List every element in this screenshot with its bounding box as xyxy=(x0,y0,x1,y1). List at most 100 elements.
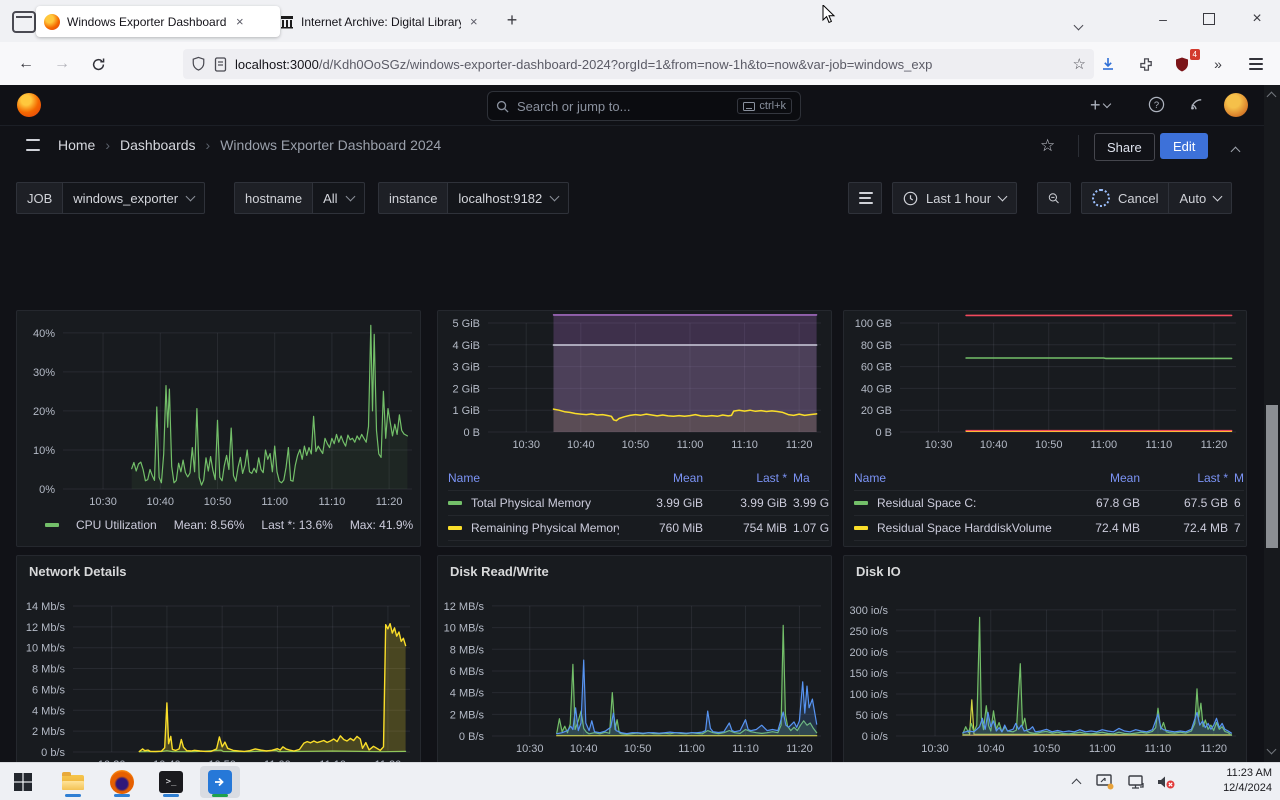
browser-tab[interactable]: Internet Archive: Digital Library × xyxy=(272,6,502,37)
tab-close-icon[interactable]: × xyxy=(236,14,244,29)
disk-rw-chart[interactable]: 10:30 10:40 10:50 11:00 11:10 11:20 0 B/s 2 MB/… xyxy=(438,556,831,758)
variable-value[interactable]: localhost:9182 xyxy=(448,182,570,214)
cpu-legend[interactable]: CPU Utilization Mean: 8.56% Last *: 13.6% M… xyxy=(45,518,418,532)
app-icon xyxy=(208,770,232,794)
browser-tab-active[interactable]: Windows Exporter Dashboard 2 × xyxy=(36,6,280,37)
close-button[interactable]: × xyxy=(1252,10,1262,27)
legend-col[interactable]: Mean xyxy=(672,471,703,485)
user-avatar[interactable] xyxy=(1224,93,1248,117)
variable-value[interactable]: windows_exporter xyxy=(63,182,206,214)
list-tabs-chevron-icon[interactable] xyxy=(1073,16,1084,34)
breadcrumb-home[interactable]: Home xyxy=(58,137,96,153)
collapse-chevron-icon[interactable] xyxy=(1230,142,1241,160)
legend-row[interactable]: Total Physical Memory 3.99 GiB 3.99 GiB 3.9… xyxy=(448,490,829,515)
panel-title[interactable]: Disk Read/Write xyxy=(450,564,549,579)
active-app-button[interactable] xyxy=(200,766,240,798)
panel-disk-io[interactable]: Disk IO 10:30 10:40 10:50 11:00 11:10 11:20 0 … xyxy=(843,555,1247,762)
time-range-picker[interactable]: Last 1 hour xyxy=(892,182,1018,214)
firefox-button[interactable] xyxy=(102,766,142,798)
grafana-logo-icon[interactable] xyxy=(17,93,41,117)
favorite-star-icon[interactable]: ☆ xyxy=(1040,136,1056,155)
tab-close-icon[interactable]: × xyxy=(470,14,478,29)
svg-text:12 MB/s: 12 MB/s xyxy=(444,601,485,613)
restore-button[interactable] xyxy=(1192,4,1226,34)
reload-button[interactable] xyxy=(84,51,112,77)
url-bar[interactable]: localhost:3000/d/Kdh0OoSGz/windows-expor… xyxy=(183,49,1094,79)
tray-chevron[interactable] xyxy=(1071,763,1082,800)
extensions-icon[interactable] xyxy=(1134,54,1158,74)
svg-text:6 MB/s: 6 MB/s xyxy=(450,666,485,678)
panel-network[interactable]: Network Details 10:30 10:40 10:50 11:00 11:1… xyxy=(16,555,421,762)
legend-col[interactable]: Last * xyxy=(756,471,787,485)
panel-cpu[interactable]: 10:30 10:40 10:50 11:00 11:10 11:20 0% 10% 20% 30… xyxy=(16,310,421,547)
svg-text:5 GiB: 5 GiB xyxy=(452,318,480,330)
add-new-button[interactable]: + xyxy=(1090,95,1111,116)
firefox-view-icon[interactable] xyxy=(12,11,36,33)
panel-disk-rw[interactable]: Disk Read/Write 10:30 10:40 10:50 11:00 11:1… xyxy=(437,555,832,762)
legend-col-name[interactable]: Name xyxy=(854,471,887,485)
refresh-interval-button[interactable]: Auto xyxy=(1168,183,1223,213)
network-chart[interactable]: 10:30 10:40 10:50 11:00 11:10 11:20 0 b/s 2 Mb/… xyxy=(17,556,420,762)
bookmark-star-icon[interactable]: ☆ xyxy=(1072,56,1086,73)
svg-text:2 MB/s: 2 MB/s xyxy=(450,709,485,721)
legend-value: 5.37 GiB xyxy=(703,546,787,547)
disk-space-chart[interactable]: 10:30 10:40 10:50 11:00 11:10 11:20 0 B 20 GB 40… xyxy=(844,311,1246,454)
panel-disk-space[interactable]: 10:30 10:40 10:50 11:00 11:10 11:20 0 B 20 GB 40… xyxy=(843,310,1247,547)
file-explorer-button[interactable] xyxy=(53,766,93,798)
legend-row[interactable]: Total Space C: 107 GB107 GB xyxy=(854,540,1244,546)
breadcrumb-dashboards[interactable]: Dashboards xyxy=(120,137,196,153)
legend-row[interactable]: Remaining Physical Memory 760 MiB 754 MiB 1… xyxy=(448,515,829,540)
legend-col-name[interactable]: Name xyxy=(448,471,481,485)
variable-hostname[interactable]: hostname All xyxy=(234,182,365,214)
network-tray-icon[interactable] xyxy=(1128,763,1146,800)
legend-col[interactable]: M xyxy=(1234,471,1244,485)
remote-session-icon[interactable] xyxy=(1096,763,1114,800)
app-menu-icon[interactable] xyxy=(1244,54,1268,74)
forward-button[interactable]: → xyxy=(54,55,70,72)
cancel-refresh-button[interactable]: Cancel xyxy=(1092,183,1158,213)
news-icon[interactable] xyxy=(1188,96,1205,113)
help-icon[interactable]: ? xyxy=(1148,96,1165,113)
zoom-out-button[interactable] xyxy=(1037,182,1071,214)
terminal-button[interactable]: >_ xyxy=(151,766,191,798)
svg-text:0 B/s: 0 B/s xyxy=(459,731,485,743)
series-name[interactable]: CPU Utilization xyxy=(76,518,157,532)
variable-job[interactable]: JOB windows_exporter xyxy=(16,182,206,214)
legend-col[interactable]: Last * xyxy=(1197,471,1228,485)
disk-io-chart[interactable]: 10:30 10:40 10:50 11:00 11:10 11:20 0 io/s 50 i… xyxy=(844,556,1246,758)
panel-memory[interactable]: 10:30 10:40 10:50 11:00 11:10 11:20 0 B 1 GiB 2 … xyxy=(437,310,832,547)
downloads-icon[interactable] xyxy=(1096,54,1120,74)
panel-title[interactable]: Network Details xyxy=(29,564,127,579)
search-box[interactable]: Search or jump to... ctrl+k xyxy=(487,91,801,121)
scroll-up-icon[interactable] xyxy=(1266,87,1277,105)
legend-row[interactable]: Residual Space HarddiskVolume1 72.4 MB 72.… xyxy=(854,515,1244,540)
minimize-button[interactable]: – xyxy=(1159,11,1167,27)
variable-instance[interactable]: instance localhost:9182 xyxy=(378,182,570,214)
share-button[interactable]: Share xyxy=(1094,133,1155,161)
legend-col[interactable]: Ma xyxy=(793,471,810,485)
overflow-menu-icon[interactable]: » xyxy=(1214,56,1222,72)
panels-menu-button[interactable] xyxy=(848,182,882,214)
site-info-icon[interactable] xyxy=(214,56,227,72)
svg-text:11:20: 11:20 xyxy=(1201,439,1228,451)
volume-muted-icon[interactable] xyxy=(1156,763,1176,800)
start-button[interactable] xyxy=(3,766,43,798)
back-button[interactable]: ← xyxy=(18,55,34,72)
tracking-shield-icon[interactable] xyxy=(191,56,206,72)
taskbar-clock[interactable]: 11:23 AM 12/4/2024 xyxy=(1202,766,1272,796)
page-scrollbar[interactable] xyxy=(1264,85,1280,762)
url-text[interactable]: localhost:3000/d/Kdh0OoSGz/windows-expor… xyxy=(235,57,1065,72)
new-tab-button[interactable]: + xyxy=(506,10,518,30)
scrollbar-thumb[interactable] xyxy=(1266,405,1278,548)
scroll-down-icon[interactable] xyxy=(1266,740,1277,758)
edit-button[interactable]: Edit xyxy=(1160,133,1209,159)
cpu-chart[interactable]: 10:30 10:40 10:50 11:00 11:10 11:20 0% 10% 20% 30… xyxy=(17,311,420,511)
variable-value[interactable]: All xyxy=(313,182,365,214)
chevron-down-icon xyxy=(549,191,560,202)
panel-title[interactable]: Disk IO xyxy=(856,564,901,579)
legend-col[interactable]: Mean xyxy=(1109,471,1140,485)
legend-row[interactable]: Residual Space C: 67.8 GB 67.5 GB 6 xyxy=(854,490,1244,515)
memory-chart[interactable]: 10:30 10:40 10:50 11:00 11:10 11:20 0 B 1 GiB 2 … xyxy=(438,311,831,454)
ublock-icon[interactable]: 4 xyxy=(1170,49,1200,74)
